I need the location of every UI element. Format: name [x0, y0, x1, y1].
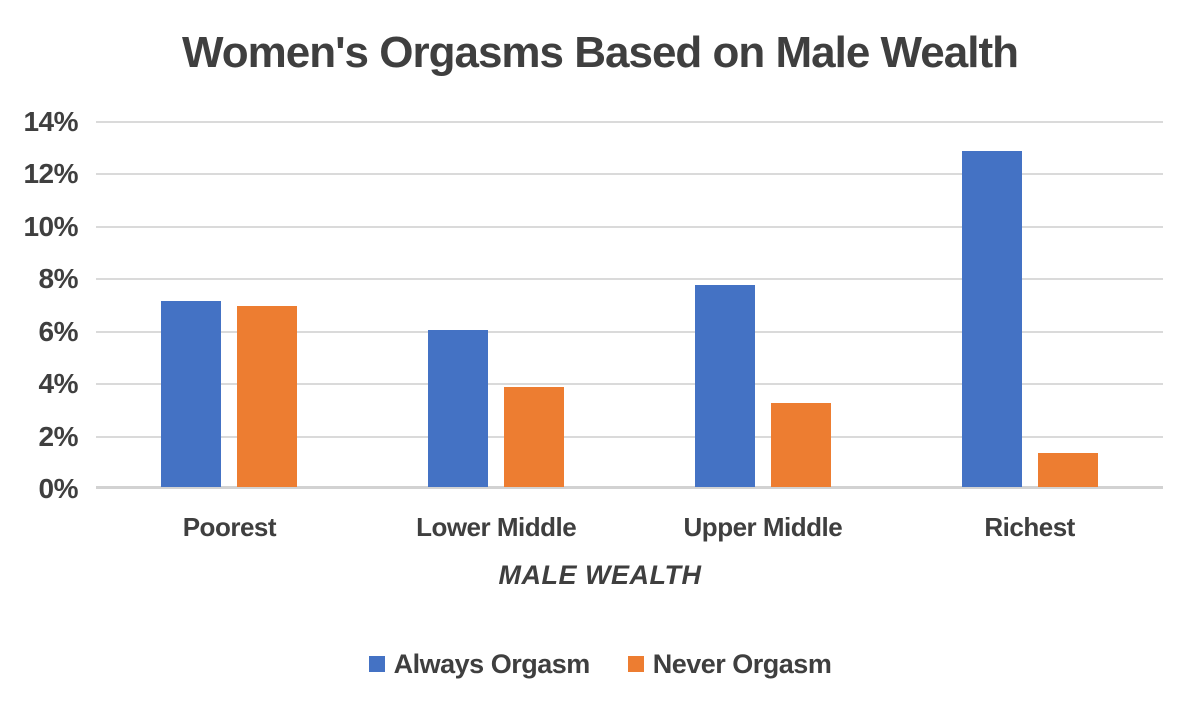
bar-always-orgasm-lower-middle [428, 329, 489, 487]
x-axis: Poorest Lower Middle Upper Middle Richest [96, 508, 1163, 546]
legend-item-never-orgasm: Never Orgasm [627, 648, 832, 680]
bar-never-orgasm-richest [1037, 452, 1098, 487]
bar-always-orgasm-poorest [161, 300, 222, 487]
legend-swatch-always-orgasm-icon [368, 656, 385, 672]
x-category-label-upper-middle: Upper Middle [683, 512, 843, 542]
y-axis: 0% 2% 4% 6% 8% 10% 12% 14% [0, 106, 79, 504]
legend-label-never-orgasm: Never Orgasm [652, 648, 832, 679]
gridline-6pct [96, 330, 1163, 333]
gridline-14pct [96, 121, 1163, 123]
y-tick-label-12pct: 12% [23, 158, 78, 190]
x-axis-title: MALE WEALTH [498, 560, 702, 590]
x-category-label-lower-middle: Lower Middle [416, 512, 577, 542]
x-axis-line [96, 486, 1163, 489]
bar-always-orgasm-richest [961, 151, 1022, 487]
legend-label-always-orgasm: Always Orgasm [393, 648, 591, 679]
plot-area [96, 121, 1163, 489]
y-tick-label-10pct: 10% [23, 210, 78, 242]
legend: Always Orgasm Never Orgasm [0, 648, 1200, 680]
chart-title: Women's Orgasms Based on Male Wealth [182, 28, 1019, 77]
legend-item-always-orgasm: Always Orgasm [368, 648, 591, 680]
gridline-10pct [96, 225, 1163, 228]
bar-never-orgasm-lower-middle [504, 387, 565, 487]
bar-always-orgasm-upper-middle [694, 285, 755, 487]
y-tick-label-0pct: 0% [38, 473, 79, 504]
gridline-2pct [96, 435, 1163, 438]
y-tick-label-14pct: 14% [23, 106, 78, 137]
y-tick-label-8pct: 8% [38, 263, 79, 295]
gridline-8pct [96, 278, 1163, 281]
y-tick-label-6pct: 6% [38, 315, 79, 347]
y-tick-label-2pct: 2% [38, 420, 79, 452]
x-category-label-poorest: Poorest [182, 512, 277, 542]
legend-swatch-never-orgasm-icon [627, 656, 644, 672]
y-tick-label-4pct: 4% [38, 368, 79, 400]
gridline-4pct [96, 383, 1163, 386]
bar-never-orgasm-poorest [237, 306, 298, 487]
gridline-12pct [96, 173, 1163, 176]
x-category-label-richest: Richest [984, 512, 1075, 542]
bar-never-orgasm-upper-middle [770, 403, 831, 487]
